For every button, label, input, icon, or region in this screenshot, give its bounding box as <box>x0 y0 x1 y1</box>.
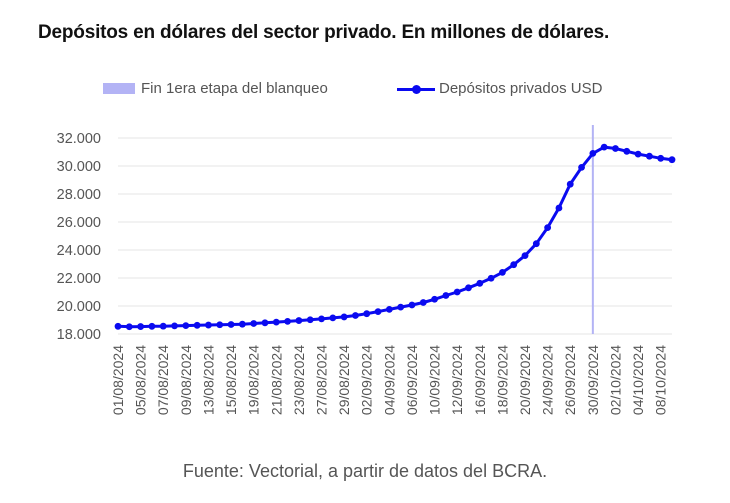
data-point <box>318 315 325 323</box>
data-point <box>193 321 201 329</box>
x-tick-label: 18/09/2024 <box>494 345 510 415</box>
data-point <box>340 313 348 321</box>
data-point <box>634 150 642 158</box>
data-point <box>521 252 529 259</box>
y-tick-label: 24.000 <box>57 243 101 259</box>
data-point <box>589 150 597 157</box>
data-point <box>510 261 518 269</box>
data-point <box>499 269 506 276</box>
x-tick-label: 24/09/2024 <box>540 345 556 415</box>
x-tick-label: 16/09/2024 <box>472 345 488 415</box>
x-tick-label: 08/10/2024 <box>653 345 669 415</box>
data-point <box>544 224 552 232</box>
data-point <box>532 240 540 248</box>
legend-swatch-band <box>103 83 135 94</box>
x-tick-label: 12/09/2024 <box>449 345 465 415</box>
data-point <box>250 320 258 327</box>
legend-item-blanqueo: Fin 1era etapa del blanqueo <box>103 80 328 97</box>
data-point <box>125 323 133 331</box>
data-point <box>137 323 145 330</box>
data-point <box>476 279 484 287</box>
x-tick-label: 15/08/2024 <box>223 345 239 415</box>
chart-source: Fuente: Vectorial, a partir de datos del… <box>182 461 548 481</box>
x-tick-label: 09/08/2024 <box>178 345 194 415</box>
x-tick-label: 21/08/2024 <box>268 345 284 415</box>
data-point <box>442 292 450 299</box>
data-point <box>352 312 359 319</box>
x-tick-label: 27/08/2024 <box>314 345 330 415</box>
data-point <box>363 310 371 318</box>
y-tick-label: 20.000 <box>57 299 101 315</box>
data-point <box>431 295 438 303</box>
y-tick-label: 22.000 <box>57 271 101 287</box>
x-tick-label: 30/09/2024 <box>585 345 601 415</box>
data-point <box>487 274 495 282</box>
y-tick-label: 28.000 <box>57 187 101 203</box>
data-point <box>668 156 676 164</box>
x-tick-label: 19/08/2024 <box>246 345 262 415</box>
data-point <box>374 308 382 315</box>
legend-label-depositos: Depósitos privados USD <box>439 80 603 97</box>
x-tick-label: 20/09/2024 <box>517 345 533 415</box>
x-tick-label: 29/08/2024 <box>336 345 352 415</box>
data-point <box>623 147 631 155</box>
x-tick-label: 05/08/2024 <box>133 345 149 415</box>
data-point <box>397 303 405 311</box>
data-point <box>566 180 574 188</box>
data-point <box>284 318 291 325</box>
legend-label-blanqueo: Fin 1era etapa del blanqueo <box>141 80 328 97</box>
y-tick-label: 26.000 <box>57 215 101 231</box>
data-point <box>171 322 178 330</box>
data-point <box>385 305 393 313</box>
data-point <box>555 204 563 212</box>
data-point <box>216 321 224 329</box>
data-point <box>306 316 314 324</box>
x-tick-label: 04/10/2024 <box>630 345 646 415</box>
legend-item-depositos: Depósitos privados USD <box>397 80 602 97</box>
data-point <box>612 145 619 152</box>
data-point <box>419 299 427 306</box>
data-point <box>182 322 190 329</box>
x-tick-label: 02/10/2024 <box>607 345 623 415</box>
chart-legend: Fin 1era etapa del blanqueo Depósitos pr… <box>0 80 730 102</box>
legend-swatch-line <box>397 83 435 95</box>
data-point <box>227 321 235 328</box>
x-tick-label: 13/08/2024 <box>200 345 216 415</box>
y-tick-label: 18.000 <box>57 327 101 343</box>
x-tick-label: 07/08/2024 <box>155 345 171 415</box>
x-tick-label: 01/08/2024 <box>110 345 126 415</box>
data-point <box>295 317 303 324</box>
data-point <box>238 320 246 328</box>
data-point <box>578 164 585 171</box>
data-point <box>465 284 472 292</box>
data-point <box>657 154 665 162</box>
series-line-depositos <box>117 145 673 329</box>
data-point <box>600 143 608 151</box>
chart-title: Depósitos en dólares del sector privado.… <box>38 22 610 43</box>
data-point <box>329 314 337 322</box>
data-point <box>408 301 416 309</box>
x-tick-label: 02/09/2024 <box>359 345 375 415</box>
data-point <box>645 152 653 160</box>
x-tick-label: 26/09/2024 <box>562 345 578 415</box>
data-point <box>453 288 461 296</box>
chart-plot: 18.000 20.000 22.000 24.000 26.000 28.000 30.0… <box>57 125 676 415</box>
data-point <box>148 322 156 330</box>
data-point <box>114 322 122 330</box>
data-point <box>272 318 280 326</box>
x-tick-label: 06/09/2024 <box>404 345 420 415</box>
data-point <box>261 319 269 327</box>
x-tick-label: 10/09/2024 <box>427 345 443 415</box>
x-tick-label: 23/08/2024 <box>291 345 307 415</box>
y-tick-label: 30.000 <box>57 159 101 175</box>
x-tick-label: 04/09/2024 <box>381 345 397 415</box>
y-tick-label: 32.000 <box>57 131 101 147</box>
data-point <box>205 321 212 329</box>
data-point <box>159 322 167 330</box>
